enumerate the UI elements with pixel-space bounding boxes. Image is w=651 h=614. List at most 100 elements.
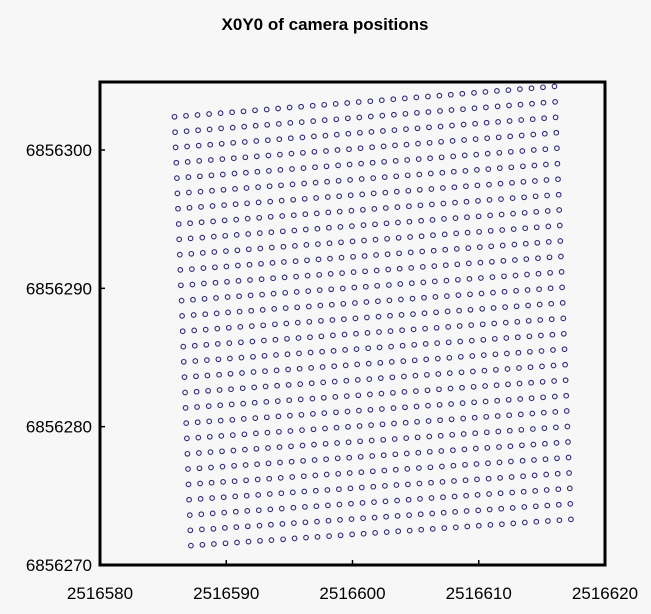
data-point	[465, 260, 472, 267]
data-point	[325, 209, 332, 216]
data-point	[554, 145, 560, 152]
data-point	[456, 307, 462, 314]
data-point	[356, 423, 363, 429]
data-point	[335, 470, 342, 477]
data-point	[310, 426, 317, 433]
data-point	[224, 294, 231, 300]
data-point	[406, 527, 413, 534]
data-point	[270, 275, 276, 282]
data-point	[526, 333, 533, 340]
data-point	[237, 324, 244, 330]
data-point	[369, 144, 375, 151]
data-point	[319, 364, 326, 370]
data-point	[506, 427, 513, 434]
data-point	[203, 341, 210, 348]
data-point	[268, 537, 275, 543]
data-point	[438, 448, 445, 454]
data-point	[453, 246, 460, 252]
data-point	[174, 190, 181, 197]
data-point	[191, 327, 198, 334]
data-point	[525, 302, 531, 309]
data-point	[230, 155, 237, 162]
data-point	[417, 202, 424, 209]
data-point	[480, 336, 487, 343]
data-point	[482, 89, 489, 95]
data-point	[552, 114, 559, 121]
data-point	[302, 519, 309, 526]
data-point	[477, 259, 484, 266]
data-point	[562, 361, 568, 368]
data-point	[189, 281, 196, 288]
data-point	[524, 271, 530, 278]
data-point	[438, 154, 445, 161]
data-point	[403, 126, 409, 132]
data-point	[218, 140, 225, 147]
data-point	[550, 347, 556, 353]
data-point	[445, 339, 452, 346]
data-point	[399, 342, 406, 349]
data-point	[206, 126, 213, 133]
data-point	[426, 139, 433, 146]
data-point	[518, 117, 525, 123]
data-point	[517, 411, 524, 418]
data-point	[179, 328, 186, 335]
data-point	[295, 335, 302, 341]
data-point	[395, 528, 402, 535]
data-point	[176, 236, 183, 243]
data-point	[268, 244, 275, 251]
data-point	[341, 331, 348, 338]
x-tick-label: 2516620	[572, 584, 638, 603]
data-point	[445, 324, 452, 330]
data-point	[264, 429, 271, 436]
data-point	[358, 176, 365, 182]
data-point	[183, 128, 190, 135]
data-point	[277, 459, 283, 466]
data-point	[265, 460, 272, 467]
data-point	[487, 227, 494, 234]
data-point	[243, 492, 250, 499]
data-point	[446, 370, 453, 376]
data-point	[542, 146, 549, 153]
data-point	[210, 233, 217, 240]
data-point	[277, 151, 283, 158]
data-point	[211, 541, 217, 547]
data-point	[301, 195, 308, 202]
data-point	[209, 495, 215, 501]
data-point	[349, 531, 355, 538]
data-point	[559, 300, 566, 306]
data-point	[370, 175, 377, 181]
data-point	[338, 239, 344, 246]
data-point	[417, 496, 423, 502]
data-point	[303, 242, 310, 248]
data-point	[344, 115, 351, 122]
data-point	[562, 377, 569, 384]
data-point	[523, 256, 530, 262]
data-point	[544, 502, 551, 509]
data-point	[541, 130, 548, 137]
data-point	[418, 233, 425, 240]
data-point	[252, 107, 258, 114]
data-point	[268, 521, 274, 528]
data-point	[517, 86, 523, 92]
data-point	[391, 127, 398, 133]
data-point	[321, 117, 328, 123]
data-point	[356, 407, 362, 414]
data-point	[489, 258, 495, 265]
data-point	[449, 431, 456, 438]
data-point	[264, 121, 271, 128]
data-point	[498, 196, 504, 202]
data-point	[298, 119, 305, 125]
data-point	[307, 349, 314, 356]
data-point	[314, 518, 320, 525]
data-point	[548, 316, 555, 323]
data-point	[454, 261, 461, 268]
data-point	[478, 290, 485, 297]
data-point	[181, 374, 188, 380]
data-point	[396, 265, 403, 272]
data-point	[514, 334, 521, 341]
data-point	[291, 227, 298, 234]
data-point	[229, 416, 236, 423]
data-point	[361, 237, 367, 244]
data-point	[564, 423, 571, 430]
data-point	[198, 204, 204, 210]
